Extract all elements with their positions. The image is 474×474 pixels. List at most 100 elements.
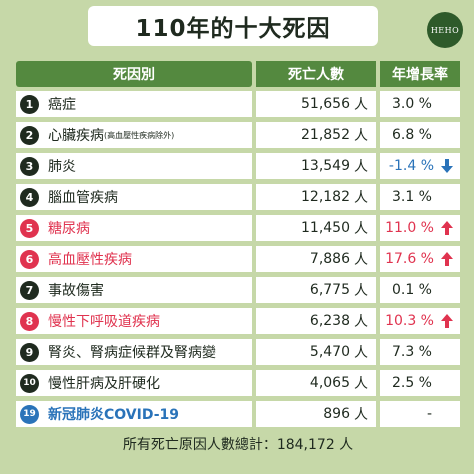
growth-cell: 3.1 % [380,184,460,210]
growth-value: -1.4 % [388,158,434,174]
arrow-up-icon [441,252,453,266]
rank-badge: 3 [20,156,39,176]
cause-label: 癌症 [48,97,76,113]
cause-cell: 2 心臟疾病 (高血壓性疾病除外) [16,122,252,148]
deaths-cell: 51,656 人 [256,91,376,117]
deaths-unit: 人 [354,252,368,268]
cause-cell: 1 癌症 [16,91,252,117]
deaths-value: 6,775 [309,282,350,298]
growth-value: 17.6 % [385,251,434,267]
cause-cell: 3 肺炎 [16,153,252,179]
rank-badge: 9 [20,342,39,362]
deaths-cell: 6,238 人 [256,308,376,334]
cause-cell: 10 慢性肝病及肝硬化 [16,370,252,396]
arrow-up-icon [441,314,453,328]
rank-badge: 10 [20,373,39,393]
deaths-value: 896 [323,406,350,422]
growth-value: 2.5 % [391,375,432,391]
cause-cell: 7 事故傷害 [16,277,252,303]
cause-label: 慢性肝病及肝硬化 [48,376,160,392]
deaths-value: 21,852 [301,127,350,143]
total-footer: 所有死亡原因人數總計：184,172 人 [122,437,354,453]
table-row: 8 慢性下呼吸道疾病 6,238 人 10.3 % [16,308,460,334]
deaths-cell: 21,852 人 [256,122,376,148]
deaths-unit: 人 [354,221,368,237]
rank-badge: 4 [20,187,39,207]
table-row: 5 糖尿病 11,450 人 11.0 % [16,215,460,241]
growth-cell: - [380,401,460,427]
rank-badge: 2 [20,125,39,145]
table-row: 7 事故傷害 6,775 人 0.1 % [16,277,460,303]
cause-label: 高血壓性疾病 [48,252,132,268]
deaths-unit: 人 [354,190,368,206]
header-deaths: 死亡人數 [256,61,376,87]
arrow-up-icon [441,221,453,235]
rank-badge: 1 [20,94,39,114]
table-row: 2 心臟疾病 (高血壓性疾病除外) 21,852 人 6.8 % [16,122,460,148]
deaths-cell: 12,182 人 [256,184,376,210]
table-row: 1 癌症 51,656 人 3.0 % [16,91,460,117]
deaths-unit: 人 [354,97,368,113]
header-cause: 死因別 [16,61,252,87]
title-bar: 110年的十大死因 [88,6,378,46]
cause-cell: 9 腎炎、腎病症候群及腎病變 [16,339,252,365]
cause-label: 心臟疾病 [48,128,104,144]
deaths-value: 12,182 [301,189,350,205]
deaths-value: 7,886 [309,251,350,267]
page-title: 110年的十大死因 [135,16,331,42]
growth-value: 0.1 % [391,282,432,298]
cause-label: 腦血管疾病 [48,190,118,206]
cause-label: 肺炎 [48,159,76,175]
growth-cell: 17.6 % [380,246,460,272]
heho-logo: HEHO [427,12,463,48]
deaths-unit: 人 [354,345,368,361]
logo-text: HEHO [430,25,460,35]
growth-cell: 10.3 % [380,308,460,334]
deaths-unit: 人 [354,407,368,423]
deaths-value: 11,450 [301,220,350,236]
growth-cell: 0.1 % [380,277,460,303]
deaths-value: 4,065 [309,375,350,391]
growth-value: 3.1 % [391,189,432,205]
table-row: 9 腎炎、腎病症候群及腎病變 5,470 人 7.3 % [16,339,460,365]
cause-label: 腎炎、腎病症候群及腎病變 [48,345,216,361]
growth-value: - [426,406,432,422]
deaths-value: 13,549 [301,158,350,174]
table-row: 10 慢性肝病及肝硬化 4,065 人 2.5 % [16,370,460,396]
rank-badge: 7 [20,280,39,300]
growth-cell: 2.5 % [380,370,460,396]
table-row: 19 新冠肺炎COVID-19 896 人 - [16,401,460,427]
cause-cell: 4 腦血管疾病 [16,184,252,210]
growth-value: 3.0 % [391,96,432,112]
growth-cell: 7.3 % [380,339,460,365]
rank-badge: 8 [20,311,39,331]
cause-label: 慢性下呼吸道疾病 [48,314,160,330]
deaths-unit: 人 [354,376,368,392]
rank-badge: 5 [20,218,39,238]
cause-cell: 6 高血壓性疾病 [16,246,252,272]
growth-cell: 11.0 % [380,215,460,241]
deaths-unit: 人 [354,128,368,144]
cause-label: 新冠肺炎COVID-19 [48,407,180,423]
cause-cell: 8 慢性下呼吸道疾病 [16,308,252,334]
deaths-unit: 人 [354,314,368,330]
deaths-unit: 人 [354,159,368,175]
deaths-value: 51,656 [301,96,350,112]
cause-cell: 5 糖尿病 [16,215,252,241]
deaths-cell: 5,470 人 [256,339,376,365]
deaths-cell: 6,775 人 [256,277,376,303]
deaths-cell: 11,450 人 [256,215,376,241]
cause-cell: 19 新冠肺炎COVID-19 [16,401,252,427]
growth-value: 6.8 % [391,127,432,143]
deaths-value: 6,238 [309,313,350,329]
growth-value: 7.3 % [391,344,432,360]
growth-cell: -1.4 % [380,153,460,179]
growth-cell: 6.8 % [380,122,460,148]
cause-label: 事故傷害 [48,283,104,299]
rank-badge: 19 [20,404,39,424]
arrow-down-icon [441,159,453,173]
header-growth: 年增長率 [380,61,460,87]
deaths-unit: 人 [354,283,368,299]
growth-value: 11.0 % [385,220,434,236]
deaths-value: 5,470 [309,344,350,360]
